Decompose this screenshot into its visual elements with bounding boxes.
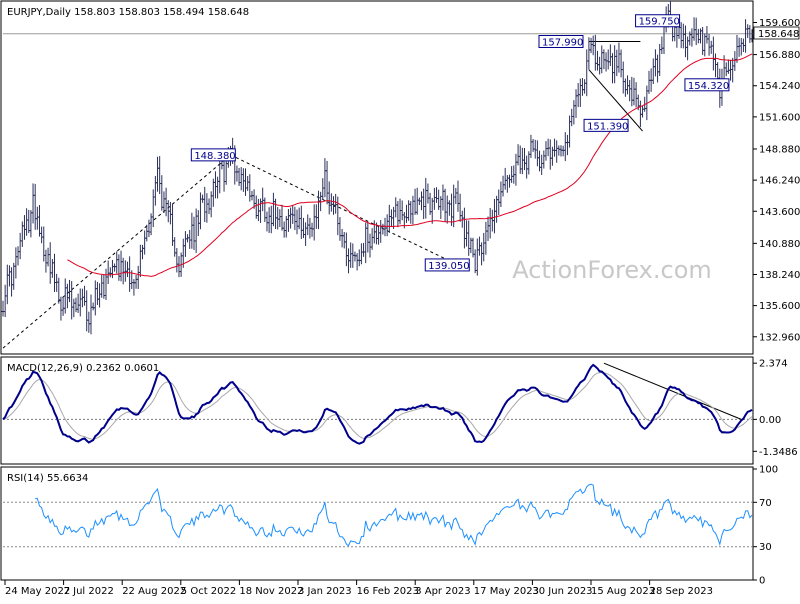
trend-lines (2, 41, 742, 420)
price-tick-label: 135.600 (759, 301, 800, 312)
annotation-box (538, 35, 584, 49)
date-tick-label: 3 Apr 2023 (415, 586, 470, 597)
price-axis: 159.600 156.880 154.240 151.600 148.880 146.2… (753, 18, 800, 343)
macd-signal-line (2, 371, 753, 440)
annotation-label: 148.380 (194, 151, 235, 162)
date-tick-label: 3 Jan 2023 (298, 586, 352, 597)
macd-title: MACD(12,26,9) 0.2362 0.0601 (7, 363, 159, 374)
macd-line (2, 363, 753, 445)
macd-tick-label: 2.374 (759, 359, 788, 370)
price-tick-label: 159.600 (759, 18, 800, 29)
price-tick-label: 156.880 (759, 50, 800, 61)
price-panel-frame (0, 0, 754, 355)
annotation-label: 157.990 (542, 38, 583, 49)
date-tick-label: 30 Jun 2023 (532, 586, 592, 597)
price-tick-label: 138.240 (759, 270, 800, 281)
price-tick-label: 148.880 (759, 144, 800, 155)
date-tick-label: 5 Oct 2022 (181, 586, 236, 597)
price-bars (1, 0, 754, 335)
price-tick-label: 146.240 (759, 176, 800, 187)
rsi-tick-label: 70 (759, 498, 772, 509)
date-tick-label: 24 May 2022 (5, 586, 70, 597)
trend-line (603, 362, 742, 420)
annotations: 148.380 139.050 157.990 159.750 151.390 154.3… (190, 14, 730, 272)
rsi-line (35, 483, 753, 547)
watermark: ActionForex.com (512, 256, 712, 284)
macd-tick-label: 0.00 (759, 415, 781, 426)
date-tick-label: 22 Aug 2022 (122, 586, 186, 597)
date-tick-label: 15 Aug 2023 (591, 586, 655, 597)
annotation-label: 159.750 (639, 17, 680, 28)
price-tick-label: 132.960 (759, 332, 800, 343)
date-tick-label: 28 Sep 2023 (650, 586, 713, 597)
annotation-label: 154.320 (688, 81, 729, 92)
rsi-title: RSI(14) 55.6634 (7, 473, 88, 484)
rsi-axis: 100 70 30 0 (753, 465, 778, 587)
date-tick-label: 7 Jul 2022 (64, 586, 114, 597)
price-title: EURJPY,Daily 158.803 158.803 158.494 158… (7, 7, 249, 18)
rsi-levels (3, 501, 752, 548)
trend-line (588, 69, 643, 132)
date-tick-label: 17 May 2023 (474, 586, 539, 597)
rsi-tick-label: 0 (759, 576, 765, 587)
last-price-box (753, 26, 800, 40)
moving-average-line (67, 53, 753, 277)
annotation-label: 151.390 (587, 121, 628, 132)
annotation-label: 139.050 (428, 261, 469, 272)
price-tick-label: 151.600 (759, 112, 800, 123)
annotation-box (424, 258, 470, 272)
macd-panel-frame (0, 356, 754, 465)
price-tick-label: 140.880 (759, 239, 800, 250)
price-tick-label: 143.600 (759, 207, 800, 218)
annotation-box (684, 78, 730, 92)
last-price-label: 158.648 (758, 29, 799, 40)
rsi-tick-label: 30 (759, 542, 772, 553)
trend-line (230, 154, 459, 266)
rsi-tick-label: 100 (759, 465, 778, 476)
macd-axis: 2.374 0.00 -1.3486 (753, 359, 798, 458)
annotation-box (635, 14, 681, 28)
date-tick-label: 18 Nov 2022 (239, 586, 303, 597)
trend-line (2, 154, 231, 349)
macd-tick-label: -1.3486 (759, 447, 798, 458)
rsi-panel-frame (0, 466, 754, 581)
price-tick-label: 154.240 (759, 81, 800, 92)
annotation-box (190, 148, 236, 162)
date-tick-label: 16 Feb 2023 (357, 586, 419, 597)
annotation-box (583, 118, 629, 132)
